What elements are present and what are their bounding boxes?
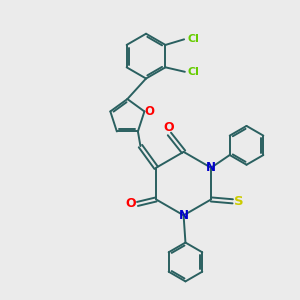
Text: N: N	[206, 161, 216, 174]
Text: Cl: Cl	[187, 34, 199, 44]
Text: Cl: Cl	[188, 67, 200, 77]
Text: O: O	[125, 197, 136, 210]
Text: O: O	[145, 105, 154, 118]
Text: O: O	[164, 122, 174, 134]
Text: S: S	[234, 195, 244, 208]
Text: N: N	[178, 209, 189, 222]
